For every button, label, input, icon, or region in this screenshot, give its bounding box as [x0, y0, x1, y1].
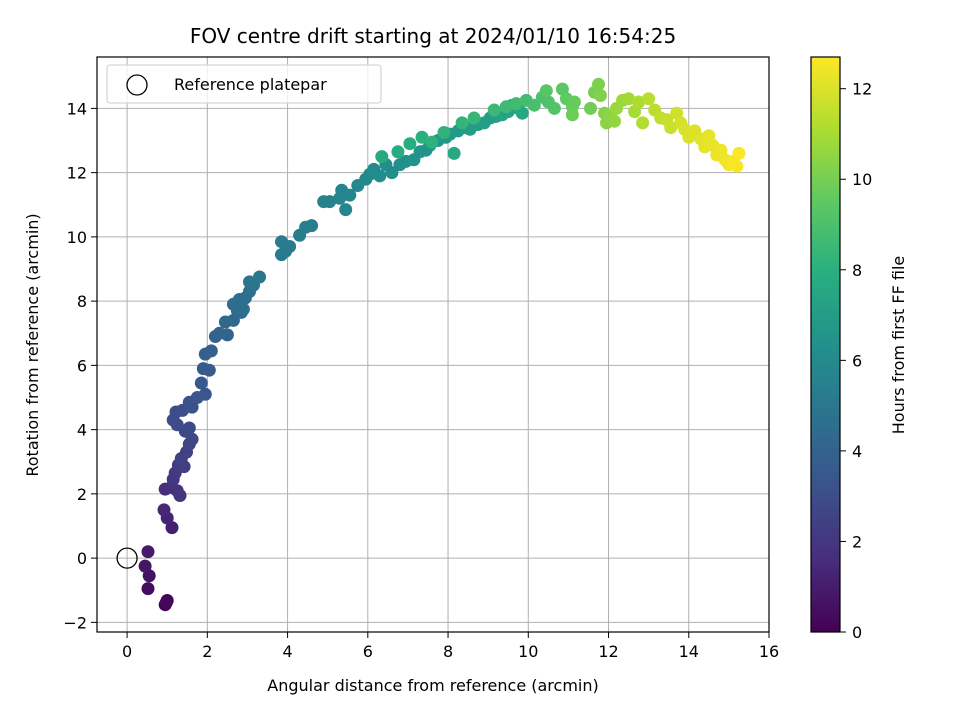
- data-point: [157, 503, 171, 517]
- x-tick-label: 0: [122, 642, 132, 661]
- y-axis-label: Rotation from reference (arcmin): [23, 213, 42, 476]
- data-point: [182, 421, 196, 435]
- colorbar-tick-label: 4: [852, 442, 862, 461]
- data-point: [165, 521, 179, 535]
- y-tick-label: 10: [67, 228, 87, 247]
- data-point: [622, 92, 636, 106]
- reference-marker-group: [116, 547, 138, 569]
- legend: Reference platepar: [106, 64, 382, 104]
- x-tick-label: 4: [282, 642, 292, 661]
- data-point: [141, 545, 155, 559]
- reference-platepar-marker: [116, 547, 138, 569]
- data-points: [138, 77, 746, 612]
- x-tick-label: 2: [202, 642, 212, 661]
- data-point: [391, 145, 405, 159]
- data-point: [527, 98, 541, 112]
- data-point: [584, 101, 597, 115]
- data-point: [385, 166, 399, 180]
- colorbar-tick-label: 0: [852, 623, 862, 642]
- y-tick-label: −2: [63, 613, 87, 632]
- colorbar-tick-label: 10: [852, 170, 872, 189]
- data-point: [642, 92, 656, 106]
- data-point: [138, 559, 152, 573]
- data-point: [632, 95, 646, 109]
- x-tick-label: 16: [759, 642, 779, 661]
- data-point: [236, 302, 250, 316]
- data-point: [509, 97, 523, 111]
- data-point: [185, 400, 199, 414]
- data-point: [198, 387, 212, 401]
- y-tick-label: 8: [77, 292, 87, 311]
- data-point: [194, 376, 208, 390]
- data-point: [455, 116, 469, 130]
- data-point: [539, 84, 553, 98]
- y-tick-label: 0: [77, 549, 87, 568]
- data-point: [487, 103, 501, 117]
- y-tick-label: 4: [77, 421, 87, 440]
- legend-reference-marker: [126, 74, 148, 96]
- data-point: [415, 130, 429, 144]
- data-point: [173, 489, 187, 502]
- data-point: [636, 116, 650, 130]
- x-tick-label: 10: [518, 642, 538, 661]
- colorbar: 0 2 4 6 8 10 12 Hours from first FF file: [810, 56, 908, 642]
- data-point: [159, 595, 173, 609]
- data-point: [202, 363, 216, 377]
- x-axis-ticks: 0 2 4 6 8 10 12 14 16: [122, 632, 779, 661]
- data-point: [141, 582, 155, 596]
- plot-frame: [96, 56, 770, 633]
- data-point: [515, 106, 529, 120]
- legend-entry-reference-platepar: Reference platepar: [174, 75, 327, 94]
- colorbar-gradient: [810, 56, 841, 633]
- x-tick-label: 8: [443, 642, 453, 661]
- data-point: [730, 159, 744, 173]
- data-point: [339, 203, 353, 217]
- data-point: [594, 89, 607, 102]
- data-point: [343, 188, 357, 202]
- colorbar-ticks: 0 2 4 6 8 10 12: [840, 80, 872, 642]
- colorbar-label: Hours from first FF file: [889, 256, 908, 435]
- data-point: [283, 240, 297, 253]
- data-point: [447, 146, 461, 160]
- data-point: [608, 114, 621, 128]
- chart-title: FOV centre drift starting at 2024/01/10 …: [190, 24, 676, 48]
- x-axis-label: Angular distance from reference (arcmin): [267, 676, 598, 695]
- data-point: [499, 100, 513, 114]
- colorbar-tick-label: 6: [852, 351, 862, 370]
- data-point: [732, 146, 746, 160]
- data-point: [204, 344, 218, 358]
- data-point: [142, 569, 156, 583]
- y-tick-label: 14: [67, 99, 87, 118]
- data-point: [567, 95, 581, 109]
- legend-box: [106, 64, 382, 104]
- data-point: [220, 328, 234, 342]
- x-tick-label: 14: [679, 642, 699, 661]
- data-point: [243, 275, 256, 289]
- data-point: [323, 195, 337, 209]
- y-axis-ticks: −2 0 2 4 6 8 10 12 14: [63, 99, 97, 632]
- data-point: [664, 121, 678, 135]
- data-point: [425, 135, 439, 149]
- data-point: [592, 77, 605, 91]
- y-tick-label: 6: [77, 356, 87, 375]
- colorbar-tick-label: 8: [852, 261, 862, 280]
- data-point: [403, 137, 417, 151]
- colorbar-tick-label: 12: [852, 80, 872, 99]
- x-tick-label: 6: [363, 642, 373, 661]
- grid-lines: [97, 57, 770, 632]
- data-point: [253, 270, 266, 284]
- data-point: [467, 111, 481, 125]
- colorbar-tick-label: 2: [852, 532, 862, 551]
- data-point: [547, 101, 561, 115]
- data-point: [373, 169, 387, 183]
- y-tick-label: 12: [67, 164, 87, 183]
- data-point: [305, 219, 319, 233]
- x-tick-label: 12: [598, 642, 618, 661]
- data-point: [437, 126, 451, 139]
- data-point: [565, 108, 579, 122]
- y-tick-label: 2: [77, 485, 87, 504]
- data-point: [375, 150, 389, 164]
